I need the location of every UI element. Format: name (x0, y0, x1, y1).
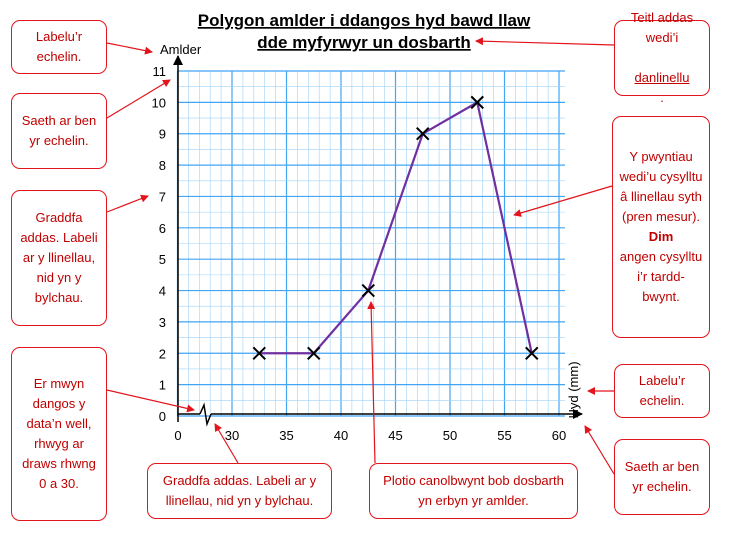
data-point-marker (361, 283, 375, 298)
y-axis-label: Amlder (160, 42, 202, 57)
arrow-to-title (475, 37, 615, 46)
chart-series (252, 95, 539, 360)
x-tick-label: 0 (174, 428, 181, 443)
x-tick-label: 60 (552, 428, 566, 443)
note-points-joined: Y pwyntiau wedi’u cysylltu â llinellau s… (612, 116, 710, 338)
y-tick-label: 4 (159, 284, 166, 299)
data-point-marker (252, 346, 266, 360)
y-tick-label: 0 (159, 409, 166, 424)
chart-title-line-1: Polygon amlder i ddangos hyd bawd llaw (198, 11, 531, 30)
note-arrow-bottom-right: Saeth ar ben yr echelin. (614, 439, 710, 515)
y-tick-label: 2 (159, 346, 166, 361)
note-axis-label-right: Labelu’r echelin. (614, 364, 710, 418)
x-tick-label: 40 (334, 428, 348, 443)
y-tick-label: 6 (159, 221, 166, 236)
x-tick-label: 50 (443, 428, 457, 443)
annotation-arrows (106, 37, 615, 475)
y-tick-label: 9 (159, 127, 166, 142)
y-tick-label: 7 (159, 189, 166, 204)
x-tick-label: 35 (279, 428, 293, 443)
note-scale-bottom: Graddfa addas. Labeli ar y llinellau, ni… (147, 463, 332, 519)
arrow-to-y-axis-tip (106, 79, 171, 119)
note-midpoints: Plotio canolbwynt bob dosbarth yn erbyn … (369, 463, 578, 519)
note-title-underlined: Teitl addas wedi’i danlinellu. (614, 10, 710, 105)
y-tick-label: 10 (152, 95, 166, 110)
series-line (259, 100, 533, 355)
data-point-marker (307, 346, 321, 360)
note-axis-break: Er mwyn dangos y data’n well, rhwyg ar d… (11, 347, 107, 521)
title-note-period: . (660, 90, 664, 105)
arrow-to-y-scale (106, 194, 149, 213)
arrow-to-x-scale (214, 423, 239, 464)
data-point-marker (416, 127, 430, 141)
arrow-to-y-axis-label (106, 42, 153, 55)
y-tick-label: 11 (153, 64, 167, 79)
title-note-underlined-word: danlinellu (634, 70, 690, 85)
arrow-to-x-axis-tip (584, 425, 615, 475)
x-tick-label: 30 (225, 428, 239, 443)
join-note-text-1: Y pwyntiau wedi’u cysylltu â llinellau s… (619, 149, 703, 224)
arrow-to-axis-break (106, 389, 195, 413)
note-arrow-top-left: Saeth ar ben yr echelin. (11, 93, 107, 169)
chart-grid (176, 70, 565, 417)
data-point-marker (525, 346, 539, 360)
x-tick-label: 55 (497, 428, 511, 443)
y-tick-label: 1 (159, 378, 166, 393)
arrow-to-midpoint (367, 301, 376, 464)
title-note-text: Teitl addas wedi’i (630, 10, 694, 45)
join-note-bold: Dim (648, 229, 674, 244)
chart-title-line-2: dde myfyrwyr un dosbarth (257, 33, 470, 52)
arrow-to-polygon-line (513, 185, 613, 217)
y-tick-label: 5 (159, 252, 166, 267)
axis-break-zigzag (199, 402, 212, 427)
data-point-marker (470, 95, 484, 110)
note-scale-left: Graddfa addas. Labeli ar y llinellau, ni… (11, 190, 107, 326)
y-tick-label: 3 (159, 315, 166, 330)
x-tick-label: 45 (388, 428, 402, 443)
x-axis-label: Hyd (mm) (566, 361, 581, 418)
note-axis-label-left: Labelu’r echelin. (11, 20, 107, 74)
join-note-text-2: angen cysylltu i’r tardd-bwynt. (619, 249, 703, 304)
y-tick-label: 8 (159, 158, 166, 173)
